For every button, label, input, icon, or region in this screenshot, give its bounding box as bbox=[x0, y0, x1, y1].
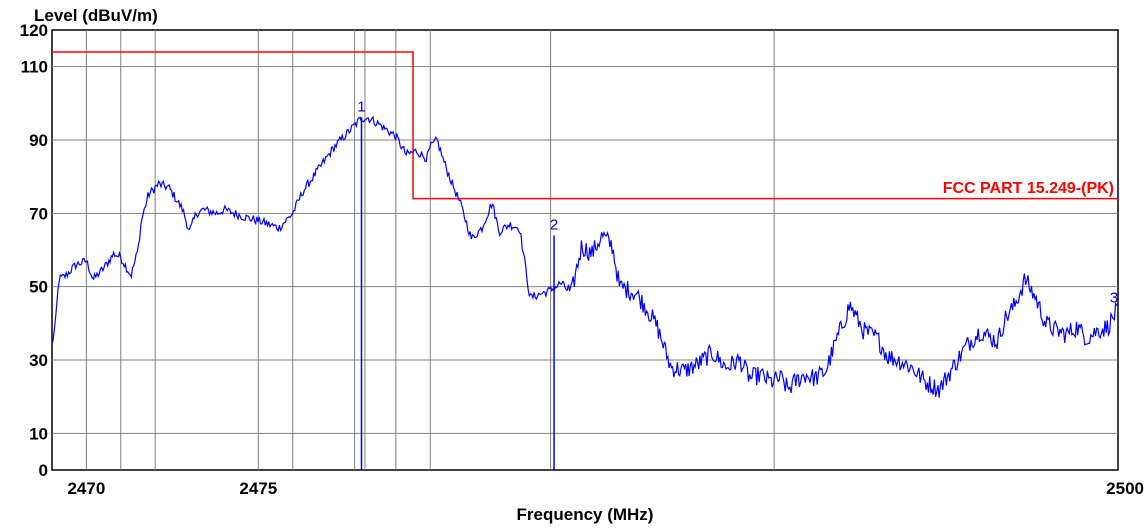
y-tick-labels: 0 10 30 50 70 90 110 120 bbox=[20, 21, 48, 480]
x-axis-title: Frequency (MHz) bbox=[517, 505, 654, 524]
y-tick-label: 10 bbox=[29, 424, 48, 443]
y-tick-label: 90 bbox=[29, 131, 48, 150]
y-tick-label: 110 bbox=[21, 58, 48, 77]
marker-label: 2 bbox=[550, 216, 558, 233]
x-tick-label: 2500 bbox=[1106, 479, 1144, 498]
y-tick-label: 50 bbox=[29, 278, 48, 297]
grid-lines bbox=[52, 30, 1118, 470]
limit-line bbox=[52, 51, 1118, 200]
marker-label: 3 bbox=[1110, 290, 1118, 307]
y-tick-label: 120 bbox=[20, 21, 48, 40]
marker-lines-group: 1 2 3 bbox=[357, 98, 1118, 470]
y-axis-title: Level (dBuV/m) bbox=[34, 6, 158, 25]
limit-label: FCC PART 15.249-(PK) bbox=[943, 180, 1114, 197]
y-tick-label: 0 bbox=[39, 461, 48, 480]
x-tick-label: 2470 bbox=[67, 479, 105, 498]
y-tick-label: 70 bbox=[29, 204, 48, 223]
x-tick-labels: 2470 2475 2500 bbox=[67, 479, 1144, 498]
limit-line-group bbox=[52, 51, 1118, 200]
x-tick-label: 2475 bbox=[239, 479, 277, 498]
y-tick-label: 30 bbox=[29, 351, 48, 370]
trace-group bbox=[51, 115, 1119, 398]
marker-label: 1 bbox=[357, 98, 365, 115]
measurement-trace bbox=[51, 115, 1119, 398]
